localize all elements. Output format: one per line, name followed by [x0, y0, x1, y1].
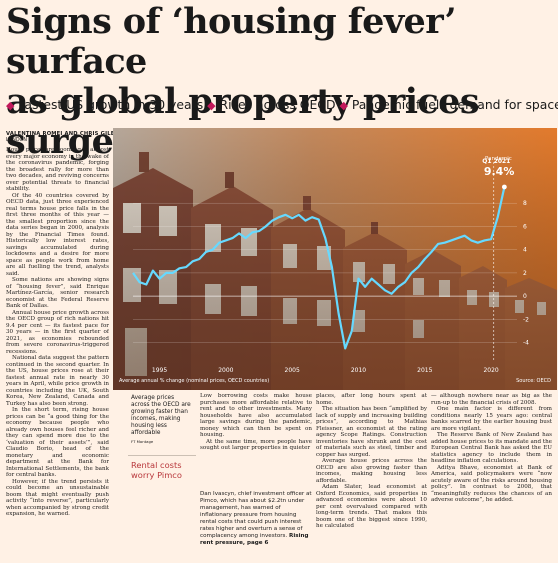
headline: Signs of ‘housing fever’ surface as glob…: [6, 2, 556, 162]
paragraph: The Reserve Bank of New Zealand has adde…: [431, 432, 552, 464]
chart-y-axis: 8 6 4 2 0 -2 -4: [523, 200, 529, 346]
paragraph: Some nations are showing signs of “housi…: [6, 277, 109, 309]
divider: [128, 455, 196, 456]
caption-text: Average prices across the OECD are growi…: [131, 395, 191, 436]
photo-shade: [113, 128, 557, 390]
chart-x-axis: 1995 2000 2005 2010 2015 2020: [152, 367, 499, 374]
article-column-5: — although nowhere near as big as the ru…: [431, 393, 552, 504]
x-tick-label: 2005: [285, 367, 300, 374]
subhead-1: Fastest US growth in 30 years: [18, 97, 204, 112]
chart-source: Source: OECD: [516, 378, 551, 384]
dateline: LONDON: [6, 138, 27, 143]
callout-value: 9.4%: [484, 165, 515, 178]
chart-title: Average annual % change (nominal prices,…: [119, 378, 269, 384]
house-price-chart: 8 6 4 2 0 -2 -4 1995 2000 2005 2010 2015 2020 Pande…: [113, 128, 557, 390]
paragraph: The situation has been “amplified by lac…: [316, 406, 427, 458]
paragraph: Aditya Bhave, economist at Bank of Ameri…: [431, 464, 552, 504]
paragraph: — although nowhere near as big as the ru…: [431, 393, 552, 406]
paragraph: Annual house price growth across the OEC…: [6, 309, 109, 355]
y-tick-label: 8: [523, 200, 527, 207]
paragraph: places, after long hours spent at home.: [316, 393, 427, 406]
headline-line-1: Signs of ‘housing fever’ surface: [6, 1, 457, 82]
x-tick-label: 2015: [417, 367, 432, 374]
rental-sidebar-title: Rental costs worry Pimco: [131, 460, 182, 480]
subhead-3: Pandemic fuels demand for space: [351, 97, 558, 112]
rental-page-ref: Rising rent pressure, page 6: [200, 533, 309, 546]
paragraph: One main factor is different from condit…: [431, 406, 552, 432]
rental-body: Dan Ivascyn, chief investment officer at…: [200, 491, 312, 539]
paragraph: In the short term, rising house prices c…: [6, 407, 109, 478]
x-tick-label: 1995: [152, 367, 167, 374]
y-tick-label: 2: [523, 270, 527, 277]
headline-line-2: as global property prices surge: [6, 81, 480, 162]
y-tick-label: -4: [523, 340, 529, 347]
y-tick-label: 6: [523, 223, 527, 230]
latest-data-point: [501, 184, 507, 190]
x-tick-label: 2020: [483, 367, 498, 374]
x-tick-label: 2010: [351, 367, 366, 374]
paragraph: Of the 40 countries covered by OECD data…: [6, 192, 109, 277]
y-tick-label: -2: [523, 316, 529, 323]
caption-credit: FT Montage: [131, 439, 154, 444]
y-tick-label: 0: [523, 293, 527, 300]
rental-sidebar-body: Dan Ivascyn, chief investment officer at…: [200, 491, 312, 547]
pandemic-label: Pandemic: [485, 156, 512, 162]
paragraph: Average house prices across the OECD are…: [316, 458, 427, 484]
paragraph: At the same time, more people have sough…: [200, 438, 312, 452]
subhead-2: Rises across OECD: [219, 97, 336, 112]
x-tick-label: 2000: [218, 367, 233, 374]
article-column-4: places, after long hours spent at home. …: [316, 393, 427, 530]
article-column-3: Low borrowing costs make house purchases…: [200, 393, 312, 452]
paragraph: Adam Slater, lead economist at Oxford Ec…: [316, 484, 427, 529]
bullet-icon: ◆: [339, 99, 348, 112]
bullet-icon: ◆: [6, 99, 15, 112]
chart-gridlines: [133, 202, 517, 343]
byline: VALENTINA ROMEI AND CHRIS GILES: [6, 131, 119, 137]
paragraph: Low borrowing costs make house purchases…: [200, 393, 312, 438]
subheads: ◆ Fastest US growth in 30 years ◆ Rises …: [6, 97, 558, 112]
callout-period: Q1 2021: [482, 158, 510, 165]
article-column-1: House prices are booming in almost every…: [6, 147, 109, 561]
photo-caption: Average prices across the OECD are growi…: [131, 395, 193, 445]
paragraph: However, if the trend persists it could …: [6, 478, 109, 518]
bullet-icon: ◆: [207, 99, 216, 112]
paragraph: House prices are booming in almost every…: [6, 147, 109, 192]
photo-chart-montage: 8 6 4 2 0 -2 -4 1995 2000 2005 2010 2015 2020 Pande…: [113, 128, 557, 390]
y-tick-label: 4: [523, 247, 527, 254]
series-line: [132, 186, 506, 350]
paragraph: National data suggest the pattern contin…: [6, 355, 109, 407]
